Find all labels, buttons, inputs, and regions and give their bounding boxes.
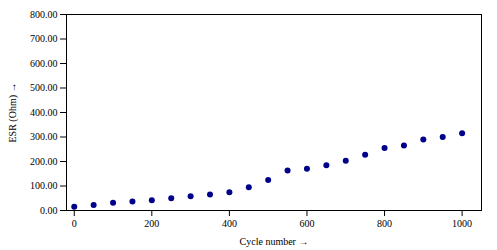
svg-text:200: 200 xyxy=(144,218,159,229)
svg-text:0.00: 0.00 xyxy=(40,205,58,216)
svg-text:1000: 1000 xyxy=(452,218,472,229)
svg-text:600.00: 600.00 xyxy=(30,58,58,69)
svg-text:800.00: 800.00 xyxy=(30,9,58,20)
svg-text:200.00: 200.00 xyxy=(30,156,58,167)
svg-text:Cycle number →: Cycle number → xyxy=(240,236,309,247)
svg-text:400: 400 xyxy=(222,218,237,229)
svg-text:300.00: 300.00 xyxy=(30,131,58,142)
svg-text:700.00: 700.00 xyxy=(30,33,58,44)
svg-text:800: 800 xyxy=(377,218,392,229)
svg-text:0: 0 xyxy=(72,218,77,229)
svg-text:400.00: 400.00 xyxy=(30,107,58,118)
svg-text:500.00: 500.00 xyxy=(30,82,58,93)
svg-text:600: 600 xyxy=(299,218,314,229)
svg-text:100.00: 100.00 xyxy=(30,180,58,191)
svg-text:ESR (Ohm) →: ESR (Ohm) → xyxy=(7,83,19,143)
